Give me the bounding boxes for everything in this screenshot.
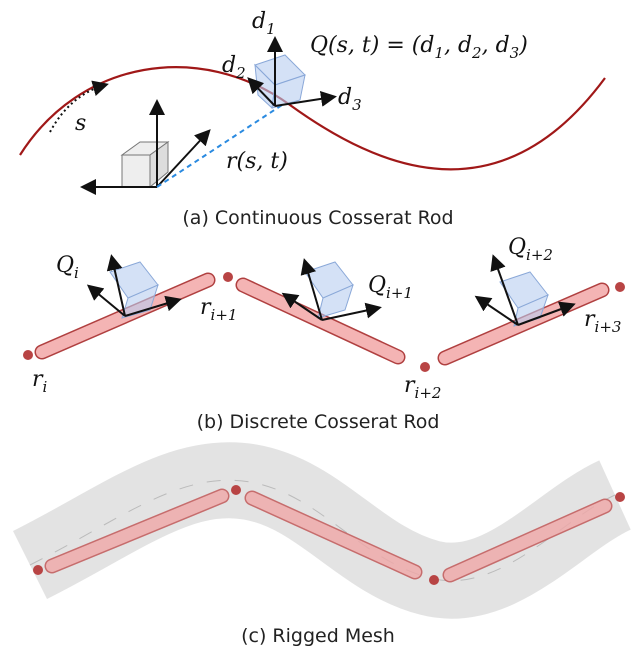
panel-b: Qi Qi+1 Qi+2 ri ri+1 ri+2 ri+3 (b) Discr…	[23, 235, 625, 433]
panel-c: (c) Rigged Mesh	[30, 480, 625, 647]
curve	[20, 67, 605, 169]
arc-label: s	[75, 111, 86, 136]
frame-label: Qi+1	[368, 273, 413, 302]
frame-cube	[255, 55, 305, 108]
node-label: ri	[32, 367, 48, 396]
frame-label: Qi	[56, 253, 79, 282]
frame-label: d3	[338, 85, 362, 114]
frame-label: Qi+2	[508, 235, 553, 264]
node-label: ri+1	[200, 295, 237, 324]
position-vector	[157, 105, 282, 187]
caption: (b) Discrete Cosserat Rod	[197, 411, 440, 433]
figure: s d1 d2 d3 Q(s, t) = (d1, d2, d3) r(s, t…	[0, 0, 637, 653]
node-label: ri+2	[404, 373, 441, 402]
world-cube	[122, 142, 168, 187]
caption: (c) Rigged Mesh	[241, 625, 395, 647]
node-label: ri+3	[584, 307, 621, 336]
position-label: r(s, t)	[226, 149, 288, 174]
frame-label: d1	[252, 9, 276, 38]
panel-a: s d1 d2 d3 Q(s, t) = (d1, d2, d3) r(s, t…	[20, 9, 605, 229]
equation: Q(s, t) = (d1, d2, d3)	[310, 33, 528, 62]
frame-label: d2	[222, 53, 246, 82]
caption: (a) Continuous Cosserat Rod	[182, 207, 453, 229]
